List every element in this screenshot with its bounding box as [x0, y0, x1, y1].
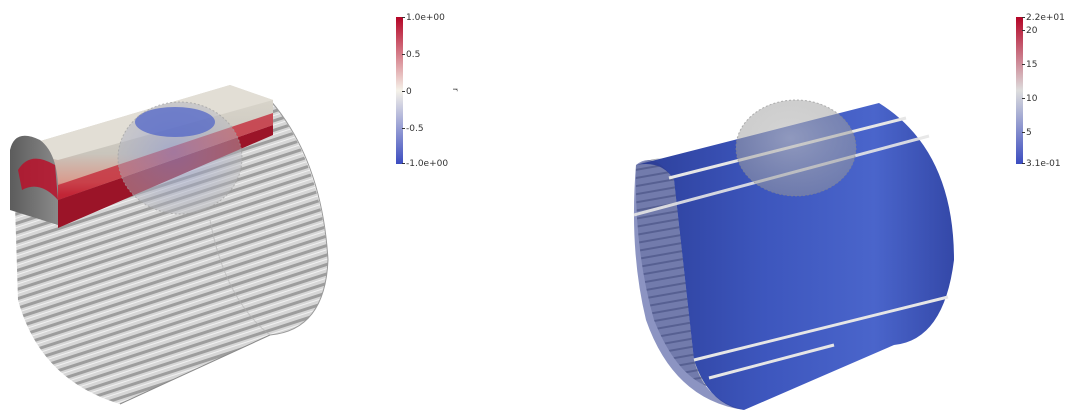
colorbar-label: 10 [1026, 94, 1038, 104]
colorbar-title: r [451, 88, 460, 92]
colorbar-tick [402, 17, 405, 18]
colorbar-label: 1.0e+00 [406, 13, 445, 23]
colorbar-tick [1022, 163, 1025, 164]
colorbar-label: 0 [406, 87, 412, 97]
colorbar-label: -1.0e+00 [406, 159, 449, 169]
render-view-right[interactable]: 2.2e+01 20 15 10 5 3.1e-01 [534, 0, 1068, 415]
colorbar-label: 15 [1026, 60, 1038, 70]
sphere-left [117, 101, 243, 215]
colorbar-label: 2.2e+01 [1026, 13, 1065, 23]
colorbar-tick [402, 128, 405, 129]
colorbar-tick [402, 54, 405, 55]
sphere-right [735, 99, 857, 197]
colorbar-label: 0.5 [406, 50, 421, 60]
colorbar-tick [402, 163, 405, 164]
render-scene-left[interactable] [0, 0, 534, 415]
colorbar-tick [1022, 64, 1025, 65]
colorbar-tick [1022, 132, 1025, 133]
colorbar-label: 20 [1026, 26, 1038, 36]
colorbar-left: 1.0e+00 0.5 0 -0.5 -1.0e+00 r [396, 13, 466, 177]
colorbar-tick [402, 91, 405, 92]
colorbar-right: 2.2e+01 20 15 10 5 3.1e-01 [1016, 13, 1068, 177]
colorbar-label: 5 [1026, 128, 1032, 138]
colorbar-tick [1022, 17, 1025, 18]
colorbar-tick [1022, 30, 1025, 31]
render-view-left[interactable]: 1.0e+00 0.5 0 -0.5 -1.0e+00 r [0, 0, 534, 415]
render-scene-right[interactable] [534, 0, 1068, 415]
colorbar-gradient [396, 17, 403, 164]
colorbar-gradient [1016, 17, 1023, 164]
colorbar-label: -0.5 [406, 124, 424, 134]
colorbar-tick [1022, 98, 1025, 99]
colorbar-label: 3.1e-01 [1026, 159, 1061, 169]
